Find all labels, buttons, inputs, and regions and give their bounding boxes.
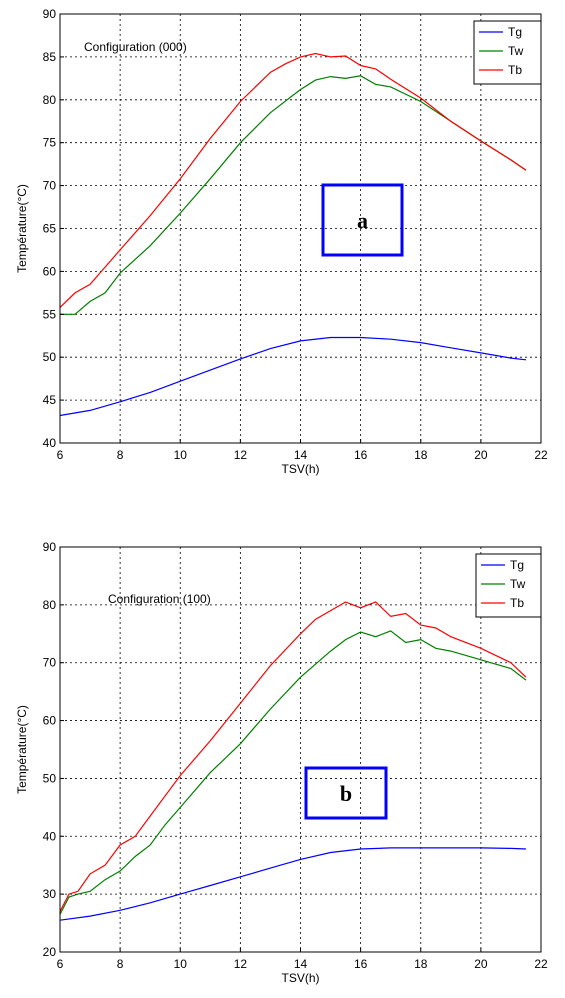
legend-label: Tw (508, 44, 524, 58)
series-line-tg (59, 847, 527, 921)
y-tick-label: 45 (43, 393, 57, 407)
x-tick-label: 18 (414, 448, 428, 462)
legend-label: Tg (510, 558, 524, 572)
x-tick-label: 10 (174, 448, 188, 462)
y-tick-label: 40 (43, 436, 57, 450)
y-tick-label: 60 (43, 264, 57, 278)
series-line-tb (59, 52, 527, 308)
legend: Tg Tw Tb (475, 553, 542, 618)
x-tick-label: 6 (57, 448, 64, 462)
y-tick-label: 50 (43, 350, 57, 364)
y-tick-label: 80 (43, 93, 57, 107)
axis-ticks: 6 8 10 12 14 16 18 20 22 20 30 40 50 60 70 80 90 (43, 540, 548, 971)
x-tick-label: 10 (174, 957, 188, 971)
y-tick-label: 85 (43, 50, 57, 64)
grid-lines (60, 547, 541, 952)
configuration-annotation: Configuration (100) (108, 592, 211, 606)
y-tick-label: 90 (43, 540, 57, 554)
series-line-tw (60, 75, 527, 315)
y-tick-label: 70 (43, 179, 57, 193)
panel-label-box (321, 183, 404, 257)
panel-label: a (357, 208, 368, 233)
y-tick-label: 30 (43, 887, 57, 901)
chart-panel-b: 6 8 10 12 14 16 18 20 22 20 30 40 50 60 70 80 90 Configu… (15, 540, 548, 985)
x-tick-label: 12 (234, 957, 248, 971)
y-tick-label: 55 (43, 307, 57, 321)
panel-label-box (304, 766, 388, 820)
series-lines (59, 52, 527, 417)
series-line-tb (59, 601, 527, 912)
x-tick-label: 8 (117, 957, 124, 971)
y-tick-label: 40 (43, 829, 57, 843)
legend-label: Tb (510, 596, 524, 610)
x-tick-label: 14 (294, 448, 308, 462)
x-tick-label: 22 (534, 957, 548, 971)
y-tick-label: 75 (43, 136, 57, 150)
legend: Tg Tw Tb (473, 20, 542, 85)
y-tick-label: 80 (43, 598, 57, 612)
series-line-tg (59, 336, 527, 417)
legend-label: Tg (508, 25, 522, 39)
y-axis-label: Température(°C) (15, 184, 29, 273)
series-line-tw (59, 630, 527, 915)
x-tick-label: 22 (534, 448, 548, 462)
x-tick-label: 12 (234, 448, 248, 462)
y-tick-label: 90 (43, 7, 57, 21)
x-tick-label: 16 (354, 957, 368, 971)
panel-label: b (340, 781, 352, 806)
y-tick-label: 50 (43, 771, 57, 785)
x-tick-label: 6 (57, 957, 64, 971)
y-tick-label: 70 (43, 656, 57, 670)
x-tick-label: 16 (354, 448, 368, 462)
x-tick-label: 18 (414, 957, 428, 971)
x-axis-label: TSV(h) (281, 971, 319, 985)
configuration-annotation: Configuration (000) (84, 40, 187, 54)
axis-ticks: 6 8 10 12 14 16 18 20 22 40 45 50 55 60 65 70 75 80 85 90 (43, 7, 548, 462)
y-axis-label: Température(°C) (15, 705, 29, 794)
legend-box (475, 553, 542, 618)
chart-panel-a: 6 8 10 12 14 16 18 20 22 40 45 50 55 60 65 70 75 80 85 90 C… (15, 7, 548, 476)
x-axis-label: TSV(h) (281, 462, 319, 476)
y-tick-label: 20 (43, 945, 57, 959)
legend-label: Tw (510, 577, 526, 591)
series-lines (59, 601, 527, 921)
x-tick-label: 14 (294, 957, 308, 971)
grid-lines (60, 14, 541, 443)
x-tick-label: 20 (474, 448, 488, 462)
y-tick-label: 60 (43, 714, 57, 728)
legend-label: Tb (508, 63, 522, 77)
y-tick-label: 65 (43, 222, 57, 236)
x-tick-label: 20 (474, 957, 488, 971)
x-tick-label: 8 (117, 448, 124, 462)
